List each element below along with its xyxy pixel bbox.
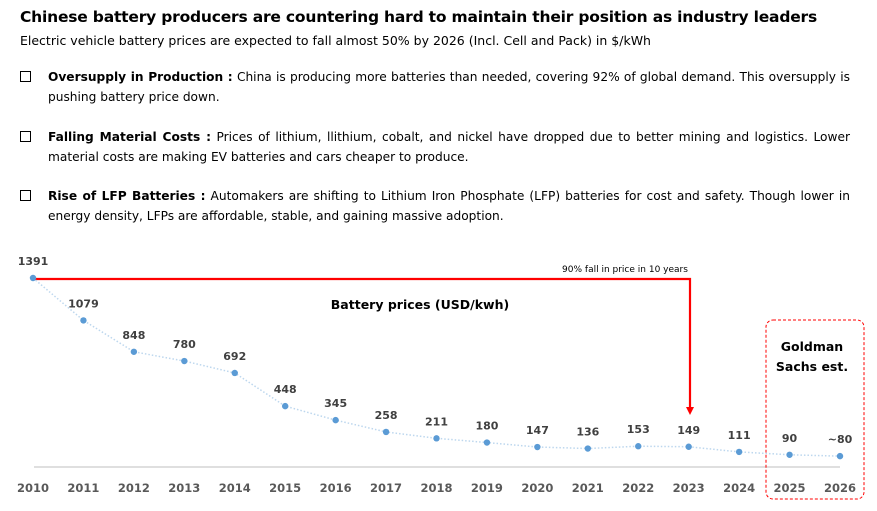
data-label: 180: [475, 420, 498, 433]
x-tick-label: 2024: [723, 481, 755, 495]
data-point: [80, 317, 87, 324]
data-label: 90: [782, 432, 798, 445]
data-point: [685, 443, 692, 450]
data-point: [534, 443, 541, 451]
data-point: [29, 274, 37, 282]
chart-title: Battery prices (USD/kwh): [331, 297, 509, 312]
x-tick-label: 2017: [370, 481, 402, 495]
bullet-text: Prices of lithium, llithium, cobalt, and…: [48, 130, 850, 164]
data-label: 153: [627, 423, 650, 436]
data-point: [786, 451, 793, 458]
x-tick-label: 2010: [17, 481, 49, 495]
data-label: 147: [526, 424, 549, 437]
data-label: 692: [223, 350, 246, 363]
bullet-heading: Rise of LFP Batteries :: [48, 189, 206, 203]
data-point: [332, 416, 339, 424]
data-label: 1391: [18, 255, 49, 268]
x-tick-label: 2013: [168, 481, 200, 495]
data-label: 211: [425, 415, 448, 428]
x-tick-label: 2025: [774, 481, 806, 495]
data-label: 1079: [68, 297, 99, 310]
x-tick-label: 2011: [67, 481, 99, 495]
arrow-head-icon: [686, 407, 694, 415]
fall-annotation-text: 90% fall in price in 10 years: [562, 265, 688, 275]
estimate-box: [765, 319, 865, 500]
data-label: 136: [576, 426, 599, 439]
page-subtitle: Electric vehicle battery prices are expe…: [20, 33, 651, 48]
data-point: [130, 348, 138, 355]
bullet-heading: Falling Material Costs :: [48, 130, 211, 144]
estimate-label-line1: Goldman: [781, 339, 843, 354]
page-title: Chinese battery producers are countering…: [20, 8, 817, 26]
data-point: [382, 428, 390, 436]
data-point: [735, 448, 743, 456]
data-label: 448: [274, 383, 297, 396]
data-point: [181, 357, 188, 365]
x-tick-label: 2018: [420, 481, 452, 495]
estimate-label-line2: Sachs est.: [776, 359, 848, 374]
bullet-text: Automakers are shifting to Lithium Iron …: [48, 189, 850, 223]
x-tick-label: 2023: [673, 481, 705, 495]
x-tick-label: 2015: [269, 481, 301, 495]
x-tick-label: 2021: [572, 481, 604, 495]
x-tick-label: 2014: [219, 481, 251, 495]
bullet-heading: Oversupply in Production :: [48, 70, 233, 84]
data-label: 848: [122, 329, 145, 342]
data-label: 111: [728, 429, 751, 442]
bullet-text: China is producing more batteries than n…: [48, 70, 850, 104]
data-label: 258: [375, 409, 398, 422]
checkbox-square-icon: [20, 71, 31, 82]
data-point: [483, 439, 491, 446]
checkbox-square-icon: [20, 190, 31, 201]
bullet-oversupply: Oversupply in Production : China is prod…: [20, 67, 850, 107]
fall-annotation-arrow: [33, 277, 692, 407]
bullet-lfp: Rise of LFP Batteries : Automakers are s…: [20, 186, 850, 226]
data-point: [281, 402, 289, 410]
checkbox-square-icon: [20, 131, 31, 142]
x-tick-label: 2016: [320, 481, 352, 495]
data-point: [231, 369, 238, 377]
data-point: [836, 452, 844, 460]
data-point: [584, 445, 592, 452]
data-point: [635, 443, 642, 450]
data-point: [433, 435, 440, 442]
x-tick-label: 2019: [471, 481, 503, 495]
bullet-material-costs: Falling Material Costs : Prices of lithi…: [20, 127, 850, 167]
data-label: 780: [173, 338, 196, 351]
x-tick-label: 2022: [622, 481, 654, 495]
data-label: 149: [677, 424, 700, 437]
data-label: 345: [324, 397, 347, 410]
x-tick-label: 2026: [824, 481, 856, 495]
x-tick-label: 2012: [118, 481, 150, 495]
x-tick-label: 2020: [521, 481, 553, 495]
data-label: ~80: [828, 433, 853, 446]
